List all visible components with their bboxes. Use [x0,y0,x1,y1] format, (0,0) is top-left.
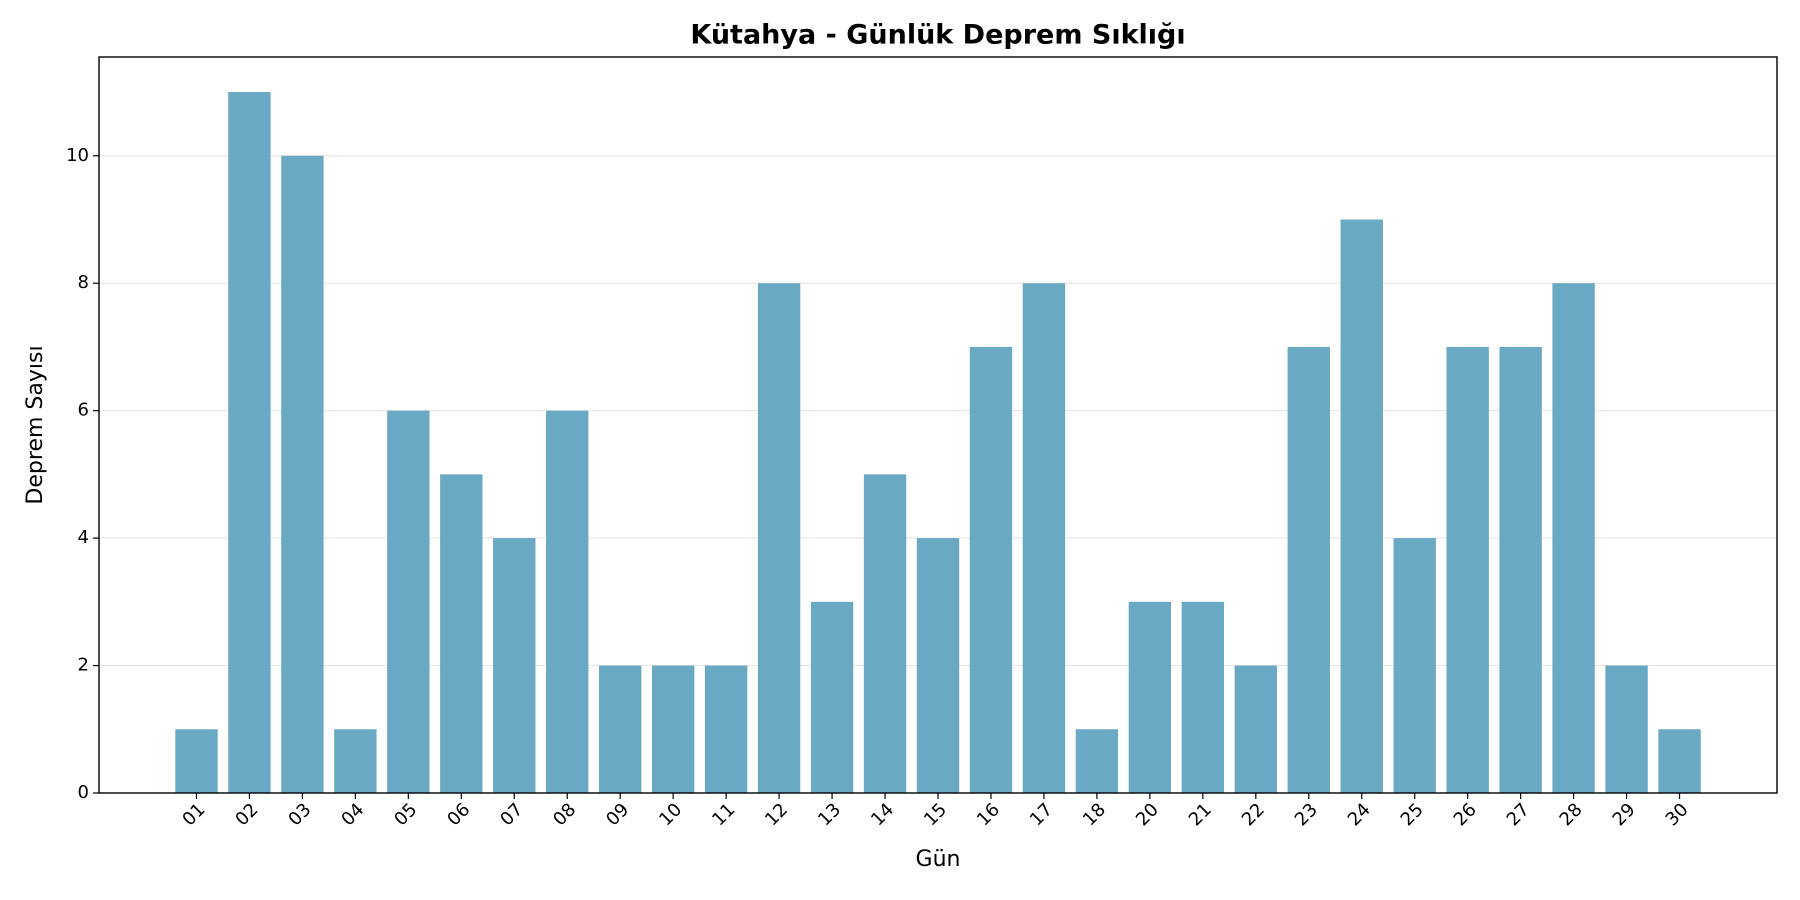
x-tick-label: 03 [284,799,315,830]
bar [1658,729,1701,793]
bar [757,283,801,793]
bar [969,346,1013,793]
x-tick-label: 24 [1344,799,1375,830]
bar [1340,219,1383,793]
bar [546,410,589,793]
x-tick-label: 08 [549,799,580,830]
x-tick-label: 14 [867,799,898,830]
bar [175,729,218,793]
y-tick-label: 6 [78,400,89,421]
bar [1128,601,1172,793]
bar [916,538,960,793]
bar [493,538,536,793]
x-tick-label: 07 [496,799,527,830]
bar [1181,601,1225,793]
x-tick-label: 12 [761,799,792,830]
bar [1075,729,1119,793]
x-tick-label: 13 [814,799,845,830]
bar [281,155,324,793]
x-tick-label: 02 [231,799,262,830]
bar [1234,665,1277,793]
bar [1393,538,1436,793]
x-tick-label: 25 [1397,799,1428,830]
bar [599,665,642,793]
x-tick-label: 17 [1026,799,1057,830]
x-tick-label: 01 [178,799,209,830]
plot-frame [98,56,1778,794]
x-tick-label: 26 [1450,799,1481,830]
y-axis-label: Deprem Sayısı [23,345,48,504]
x-tick-label: 11 [708,799,739,830]
y-tick-label: 10 [66,145,89,166]
x-tick-label: 22 [1238,799,1269,830]
x-tick-label: 05 [390,799,421,830]
y-tick-label: 2 [78,655,89,676]
x-tick-label: 30 [1662,799,1693,830]
x-tick-label: 16 [973,799,1004,830]
bar [810,601,854,793]
bar [387,410,430,793]
y-tick-label: 0 [78,782,89,803]
bar [1287,346,1330,793]
x-axis-label: Gün [916,847,961,872]
bar [863,474,907,793]
bar [651,665,695,793]
x-tick-label: 23 [1291,799,1322,830]
bar [440,474,483,793]
y-tick-label: 4 [78,527,89,548]
x-tick-label: 10 [655,799,686,830]
x-tick-label: 29 [1609,799,1640,830]
bar [1446,346,1489,793]
x-tick-label: 15 [920,799,951,830]
x-tick-label: 18 [1079,799,1110,830]
x-tick-label: 06 [443,799,474,830]
x-tick-label: 28 [1556,799,1587,830]
x-tick-label: 04 [337,799,368,830]
bar [1022,283,1066,793]
y-tick-label: 8 [78,272,89,293]
x-tick-label: 20 [1132,799,1163,830]
bar [228,92,271,794]
chart-title: Kütahya - Günlük Deprem Sıklığı [690,20,1185,51]
bar [704,665,748,793]
bar [334,729,377,793]
bar [1605,665,1648,793]
bar [1499,346,1542,793]
bar [1552,283,1595,793]
x-tick-label: 27 [1503,799,1534,830]
x-tick-label: 09 [602,799,633,830]
x-tick-label: 21 [1185,799,1216,830]
